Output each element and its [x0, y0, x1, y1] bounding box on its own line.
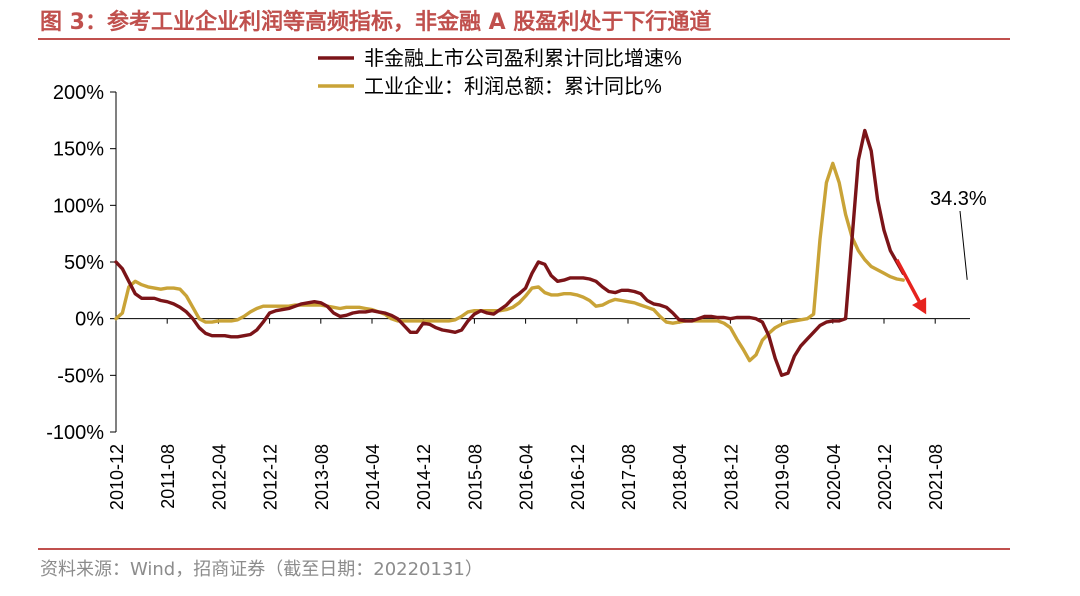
legend: 非金融上市公司盈利累计同比增速% 工业企业：利润总额：累计同比% [318, 47, 682, 98]
x-tick-label: 2021-08 [926, 444, 946, 510]
y-tick-label: -100% [46, 422, 104, 444]
legend-label-1: 非金融上市公司盈利累计同比增速% [364, 47, 682, 70]
source-note: 资料来源：Wind，招商证券（截至日期：20220131） [40, 559, 483, 580]
x-tick-label: 2012-04 [209, 444, 229, 510]
annotation-label: 34.3% [930, 188, 987, 210]
series-line-1 [114, 128, 905, 377]
legend-label-2: 工业企业：利润总额：累计同比% [364, 75, 662, 98]
x-tick-label: 2013-08 [312, 444, 332, 510]
annotation-leader [959, 210, 968, 280]
chart-axes: -100% -50% 0% 50% 100% 150% 200% 2010-12 2011-08… [46, 82, 970, 510]
y-tick-label: 200% [53, 82, 104, 104]
x-tick-label: 2020-12 [875, 444, 895, 510]
y-tick-label: 50% [64, 252, 104, 274]
series-line-2 [114, 161, 905, 363]
trend-arrow-head [912, 297, 927, 315]
x-tick-label: 2014-12 [414, 444, 434, 510]
footer-rule [38, 548, 1010, 550]
x-tick-label: 2011-08 [158, 444, 178, 509]
y-tick-label: 100% [53, 195, 104, 217]
x-tick-label: 2016-04 [517, 444, 537, 510]
x-tick-label: 2017-08 [619, 444, 639, 510]
series-layer [114, 128, 905, 377]
x-tick-label: 2018-04 [670, 444, 690, 510]
x-tick-label: 2010-12 [107, 444, 127, 510]
annotations: 34.3% [895, 188, 987, 315]
x-tick-label: 2019-08 [773, 444, 793, 510]
figure-title: 图 3：参考工业企业利润等高频指标，非金融 A 股盈利处于下行通道 [40, 10, 712, 35]
x-tick-label: 2012-12 [261, 444, 281, 510]
x-tick-label: 2014-04 [363, 444, 383, 510]
y-tick-label: 0% [75, 309, 104, 331]
title-rule [38, 38, 1010, 40]
x-tick-label: 2016-12 [568, 444, 588, 510]
x-tick-label: 2020-04 [824, 444, 844, 510]
y-tick-label: -50% [57, 365, 104, 387]
x-tick-label: 2015-08 [465, 444, 485, 510]
y-tick-label: 150% [53, 139, 104, 161]
x-tick-label: 2018-12 [721, 444, 741, 510]
trend-arrow-shaft [895, 258, 924, 309]
